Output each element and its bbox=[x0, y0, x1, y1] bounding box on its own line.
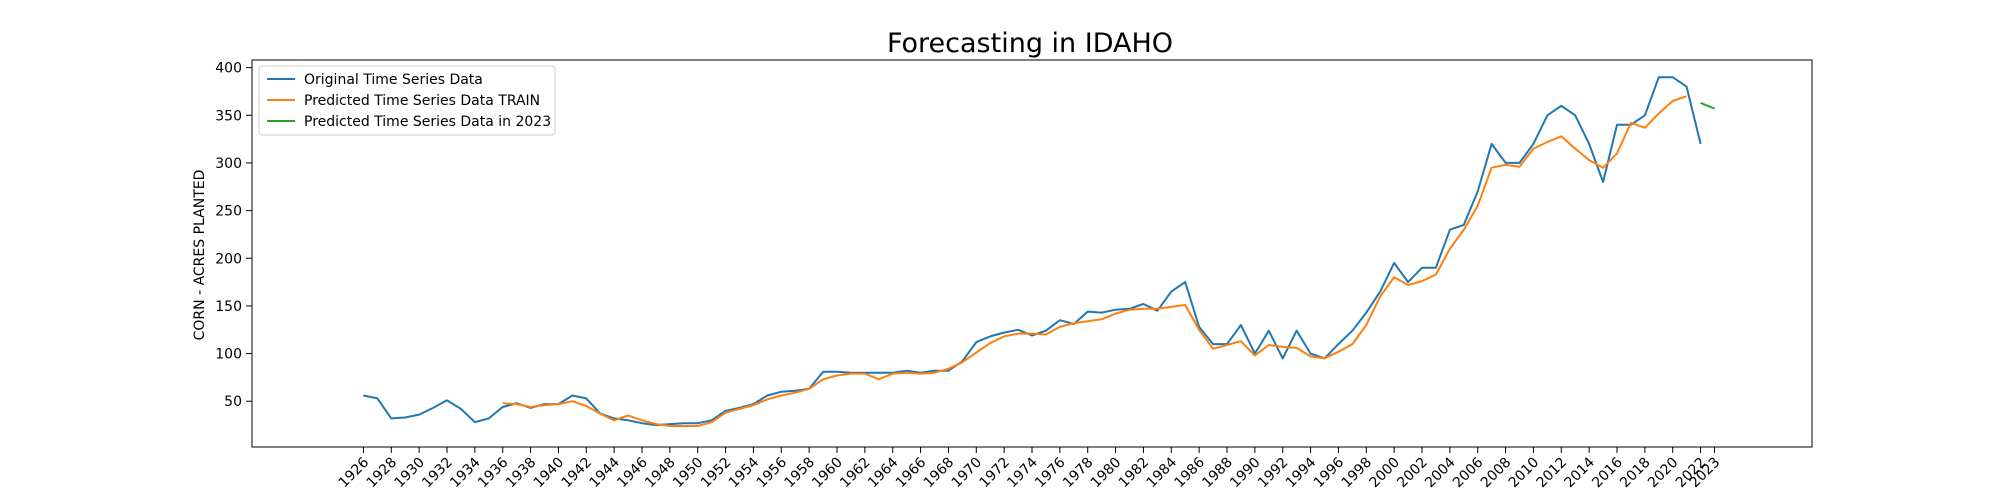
x-tick-label: 1984 bbox=[1144, 454, 1181, 491]
y-tick-label: 300 bbox=[215, 156, 242, 172]
x-tick-label: 1928 bbox=[364, 455, 401, 492]
x-tick-label: 1972 bbox=[976, 455, 1013, 492]
x-tick-label: 1980 bbox=[1088, 455, 1125, 492]
x-tick-label: 1952 bbox=[698, 455, 735, 492]
x-tick-label: 1994 bbox=[1283, 454, 1320, 491]
plot-lines bbox=[363, 76, 1715, 427]
x-tick-label: 1958 bbox=[781, 455, 818, 492]
x-tick-label: 2020 bbox=[1645, 455, 1682, 492]
y-tick-label: 250 bbox=[215, 204, 242, 220]
x-tick-label: 2002 bbox=[1394, 455, 1431, 492]
x-tick-label: 1974 bbox=[1004, 454, 1041, 491]
x-tick-label: 2014 bbox=[1561, 454, 1598, 491]
x-tick-label: 2018 bbox=[1617, 455, 1654, 492]
x-tick-label: 1982 bbox=[1116, 455, 1153, 492]
x-tick-label: 2004 bbox=[1422, 454, 1459, 491]
x-tick-label: 1948 bbox=[642, 455, 679, 492]
x-axis: 1926192819301932193419361938194019421944… bbox=[336, 447, 1723, 492]
legend-label-0: Original Time Series Data bbox=[304, 72, 483, 88]
x-tick-label: 1988 bbox=[1199, 455, 1236, 492]
x-tick-label: 1934 bbox=[447, 454, 484, 491]
y-tick-label: 200 bbox=[215, 251, 242, 267]
y-axis-label: CORN - ACRES PLANTED bbox=[192, 170, 208, 341]
y-tick-label: 350 bbox=[215, 108, 242, 124]
x-tick-label: 1938 bbox=[503, 455, 540, 492]
x-tick-label: 1970 bbox=[949, 455, 986, 492]
x-tick-label: 1978 bbox=[1060, 455, 1097, 492]
x-tick-label: 2012 bbox=[1534, 455, 1571, 492]
x-tick-label: 1986 bbox=[1171, 454, 1208, 491]
x-tick-label: 1936 bbox=[475, 454, 512, 491]
y-tick-label: 150 bbox=[215, 299, 242, 315]
x-tick-label: 1960 bbox=[809, 455, 846, 492]
y-tick-label: 50 bbox=[224, 394, 242, 410]
x-tick-label: 1976 bbox=[1032, 454, 1069, 491]
series-line-2 bbox=[1700, 101, 1715, 110]
x-tick-label: 1946 bbox=[614, 454, 651, 491]
x-tick-label: 2006 bbox=[1450, 454, 1487, 491]
x-tick-label: 2010 bbox=[1506, 455, 1543, 492]
x-tick-label: 1966 bbox=[893, 454, 930, 491]
x-tick-label: 1956 bbox=[754, 454, 791, 491]
x-tick-label: 2008 bbox=[1478, 455, 1515, 492]
series-line-1 bbox=[502, 95, 1687, 427]
x-tick-label: 1996 bbox=[1311, 454, 1348, 491]
x-tick-label: 1926 bbox=[336, 454, 373, 491]
x-tick-label: 1944 bbox=[586, 454, 623, 491]
x-tick-label: 1932 bbox=[419, 455, 456, 492]
x-tick-label: 1992 bbox=[1255, 455, 1292, 492]
y-axis: 50 100 150 200 250 300 350 400 bbox=[215, 61, 252, 410]
chart-title: Forecasting in IDAHO bbox=[887, 28, 1173, 59]
legend: Original Time Series Data Predicted Time … bbox=[258, 65, 556, 136]
legend-label-1: Predicted Time Series Data TRAIN bbox=[304, 93, 540, 109]
x-tick-label: 1990 bbox=[1227, 455, 1264, 492]
x-tick-label: 1964 bbox=[865, 454, 902, 491]
x-tick-label: 1940 bbox=[531, 455, 568, 492]
x-tick-label: 2000 bbox=[1366, 455, 1403, 492]
y-tick-label: 400 bbox=[215, 61, 242, 77]
x-tick-label: 1954 bbox=[726, 454, 763, 491]
legend-box bbox=[258, 65, 556, 136]
series-line-0 bbox=[363, 76, 1702, 427]
legend-label-2: Predicted Time Series Data in 2023 bbox=[304, 114, 551, 130]
x-tick-label: 2016 bbox=[1589, 454, 1626, 491]
x-tick-label: 1950 bbox=[670, 455, 707, 492]
x-tick-label: 1930 bbox=[391, 455, 428, 492]
x-tick-label: 1968 bbox=[921, 455, 958, 492]
x-tick-label: 1962 bbox=[837, 455, 874, 492]
x-tick-label: 1942 bbox=[559, 455, 596, 492]
x-tick-label: 1998 bbox=[1339, 455, 1376, 492]
y-tick-label: 100 bbox=[215, 347, 242, 363]
